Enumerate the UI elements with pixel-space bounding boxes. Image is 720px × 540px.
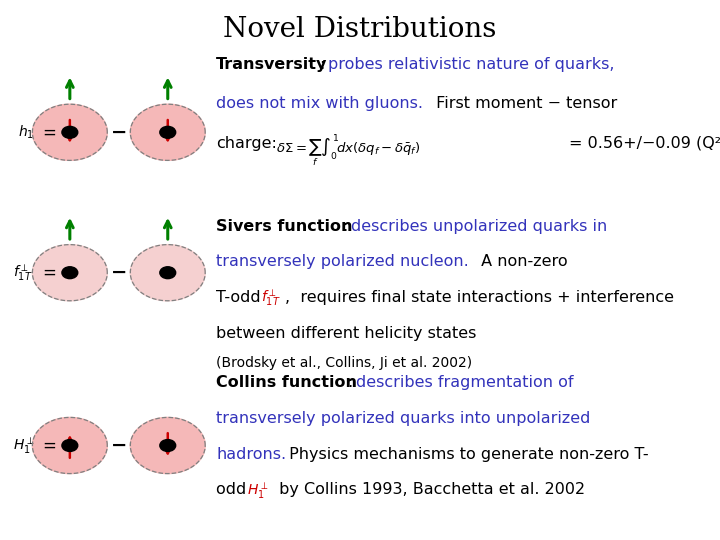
Text: $H_1^\perp$: $H_1^\perp$ [247, 480, 269, 501]
Text: :: : [348, 375, 359, 390]
Polygon shape [130, 245, 205, 301]
Circle shape [62, 267, 78, 279]
Text: :: : [343, 219, 354, 234]
Text: $f_{1T}^\perp$: $f_{1T}^\perp$ [261, 288, 281, 308]
Text: between different helicity states: between different helicity states [216, 326, 477, 341]
Text: $h_1$: $h_1$ [18, 124, 34, 141]
Text: :: : [320, 57, 331, 72]
Text: =: = [42, 264, 56, 282]
Text: hadrons.: hadrons. [216, 447, 286, 462]
Text: charge:: charge: [216, 136, 277, 151]
Text: Physics mechanisms to generate non-zero T-: Physics mechanisms to generate non-zero … [284, 447, 648, 462]
Text: −: − [111, 263, 127, 282]
Text: describes fragmentation of: describes fragmentation of [356, 375, 574, 390]
Circle shape [62, 440, 78, 451]
Text: −: − [111, 436, 127, 455]
Text: probes relativistic nature of quarks,: probes relativistic nature of quarks, [328, 57, 615, 72]
Circle shape [160, 440, 176, 451]
Text: =: = [42, 436, 56, 455]
Text: = 0.56+/−0.09 (Q²=2): = 0.56+/−0.09 (Q²=2) [569, 136, 720, 151]
Text: does not mix with gluons.: does not mix with gluons. [216, 96, 423, 111]
Text: $f_{1T}^\perp$: $f_{1T}^\perp$ [13, 262, 32, 283]
Text: (Brodsky et al., Collins, Ji et al. 2002): (Brodsky et al., Collins, Ji et al. 2002… [216, 356, 472, 370]
Text: odd: odd [216, 482, 251, 497]
Text: T-odd: T-odd [216, 290, 266, 305]
Polygon shape [130, 417, 205, 474]
Text: Novel Distributions: Novel Distributions [223, 16, 497, 43]
Text: Sivers function: Sivers function [216, 219, 353, 234]
Text: Collins function: Collins function [216, 375, 357, 390]
Text: transversely polarized quarks into unpolarized: transversely polarized quarks into unpol… [216, 411, 590, 426]
Text: =: = [42, 123, 56, 141]
Text: −: − [111, 123, 127, 142]
Text: transversely polarized nucleon.: transversely polarized nucleon. [216, 254, 469, 269]
Text: First moment − tensor: First moment − tensor [431, 96, 617, 111]
Polygon shape [32, 104, 107, 160]
Text: A non-zero: A non-zero [476, 254, 567, 269]
Text: by Collins 1993, Bacchetta et al. 2002: by Collins 1993, Bacchetta et al. 2002 [274, 482, 585, 497]
Text: $H_1^\perp$: $H_1^\perp$ [13, 435, 35, 456]
Polygon shape [32, 417, 107, 474]
Circle shape [160, 267, 176, 279]
Polygon shape [130, 104, 205, 160]
Text: Transversity: Transversity [216, 57, 328, 72]
Circle shape [160, 126, 176, 138]
Circle shape [62, 126, 78, 138]
Text: ,  requires final state interactions + interference: , requires final state interactions + in… [285, 290, 674, 305]
Polygon shape [32, 245, 107, 301]
Text: $\delta\Sigma = \sum_f \int_0^1 \!dx(\delta q_f - \delta\bar{q}_f)$: $\delta\Sigma = \sum_f \int_0^1 \!dx(\de… [276, 133, 420, 169]
Text: describes unpolarized quarks in: describes unpolarized quarks in [351, 219, 608, 234]
